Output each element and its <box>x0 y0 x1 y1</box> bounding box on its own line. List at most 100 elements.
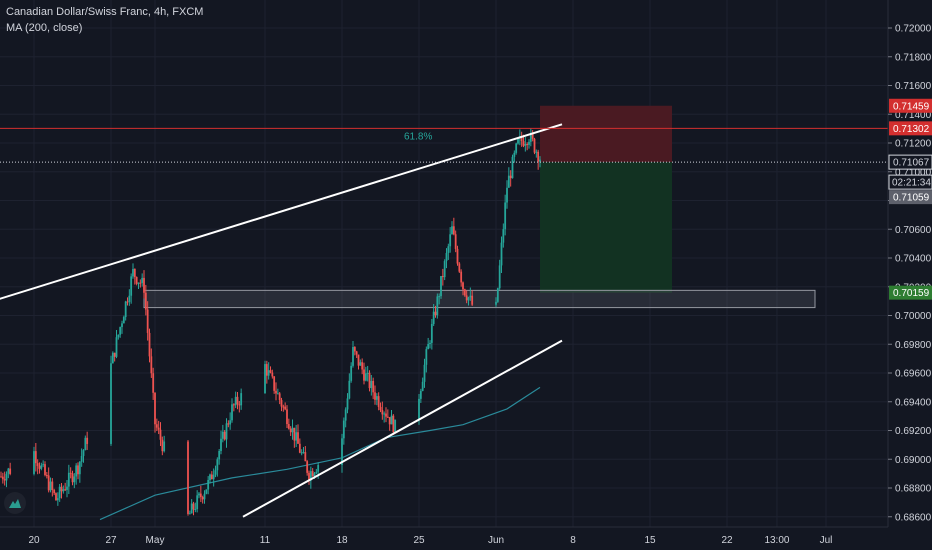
candle-body <box>264 364 266 394</box>
x-tick-label: May <box>146 535 165 546</box>
candle-body <box>537 151 540 162</box>
candle-body <box>60 486 63 492</box>
candle-body <box>308 472 310 481</box>
x-tick-label: Jun <box>488 535 504 546</box>
candle-body <box>144 292 147 310</box>
y-tick-label: 0.68800 <box>895 484 932 495</box>
candle-body <box>447 246 450 253</box>
candle-body <box>51 481 54 490</box>
candle-body <box>295 432 298 441</box>
candle-body <box>218 450 221 460</box>
candle-body <box>126 301 129 303</box>
bid-price-label: 0.71059 <box>893 193 930 204</box>
candle-body <box>357 354 360 366</box>
target-price-label-bg <box>889 285 932 300</box>
candle-body <box>429 342 431 345</box>
take-profit-zone <box>540 162 672 293</box>
y-tick-label: 0.69200 <box>895 426 932 437</box>
candle-body <box>539 159 541 162</box>
last-price-box <box>888 154 932 170</box>
candle-body <box>449 234 452 247</box>
candle-body <box>421 381 424 392</box>
candle-body <box>394 419 397 433</box>
candle-body <box>289 428 292 433</box>
candle-body <box>350 365 353 381</box>
candle-body <box>73 476 76 483</box>
candle-body <box>533 138 536 153</box>
candle-body <box>535 151 538 153</box>
candle-body <box>436 296 439 316</box>
candle-body <box>363 369 365 381</box>
candle-body <box>341 438 343 466</box>
candle-body <box>113 352 116 357</box>
candle-body <box>526 144 529 146</box>
y-tick-label: 0.69000 <box>895 455 932 466</box>
candle-body <box>361 362 364 370</box>
y-tick-label: 0.71000 <box>895 167 932 178</box>
tradingview-logo-icon[interactable] <box>4 492 26 514</box>
candle-body <box>504 202 507 230</box>
candle-body <box>269 370 272 373</box>
upper-trendline <box>0 123 563 300</box>
candle-body <box>110 363 112 444</box>
x-tick-label: 11 <box>260 535 271 546</box>
candle-body <box>240 393 243 406</box>
candle-body <box>67 472 70 487</box>
candle-body <box>82 450 85 456</box>
candle-body <box>159 429 162 440</box>
candle-body <box>313 473 316 477</box>
candle-body <box>282 406 285 408</box>
candle-body <box>220 438 222 451</box>
candle-body <box>199 493 202 498</box>
x-tick-label: 13:00 <box>764 535 789 546</box>
candle-body <box>454 234 457 249</box>
candle-body <box>44 464 46 476</box>
candle-body <box>42 464 45 466</box>
candle-body <box>432 311 435 324</box>
candle-body <box>214 470 217 475</box>
candle-body <box>238 404 241 406</box>
candle-body <box>78 461 81 475</box>
candle-body <box>517 138 519 144</box>
y-tick-label: 0.69400 <box>895 397 932 408</box>
candle-body <box>265 364 268 376</box>
candle-body <box>524 144 527 146</box>
y-tick-label: 0.70000 <box>895 311 932 322</box>
candle-body <box>234 396 237 406</box>
fib-618-label: 61.8% <box>404 131 432 142</box>
candle-body <box>500 242 503 266</box>
candle-body <box>130 276 133 296</box>
y-tick-label: 0.70600 <box>895 225 932 236</box>
candle-body <box>309 471 312 481</box>
candle-body <box>469 295 472 298</box>
candle-body <box>122 317 125 324</box>
y-tick-label: 0.69800 <box>895 340 932 351</box>
candle-body <box>62 489 65 492</box>
price-axis-bg <box>888 0 932 550</box>
candle-body <box>47 475 50 491</box>
candle-body <box>198 493 200 496</box>
candle-body <box>498 265 501 289</box>
candle-body <box>232 404 235 406</box>
candle-body <box>135 276 138 284</box>
candle-body <box>359 362 362 366</box>
candle-body <box>390 415 393 425</box>
candle-body <box>154 392 156 425</box>
drawings-layer: 61.8% <box>0 123 888 518</box>
candle-body <box>5 473 8 481</box>
candle-body <box>141 277 144 283</box>
y-tick-label: 0.71200 <box>895 139 932 150</box>
candle-body <box>137 282 140 284</box>
candle-body <box>515 143 518 153</box>
candle-body <box>344 409 347 421</box>
candle-body <box>207 479 210 490</box>
candle-body <box>69 472 72 474</box>
candle-body <box>152 373 155 393</box>
candle-body <box>7 468 10 474</box>
candle-body <box>465 295 468 301</box>
candle-body <box>209 474 211 480</box>
candle-body <box>128 295 131 302</box>
candle-body <box>427 344 430 350</box>
